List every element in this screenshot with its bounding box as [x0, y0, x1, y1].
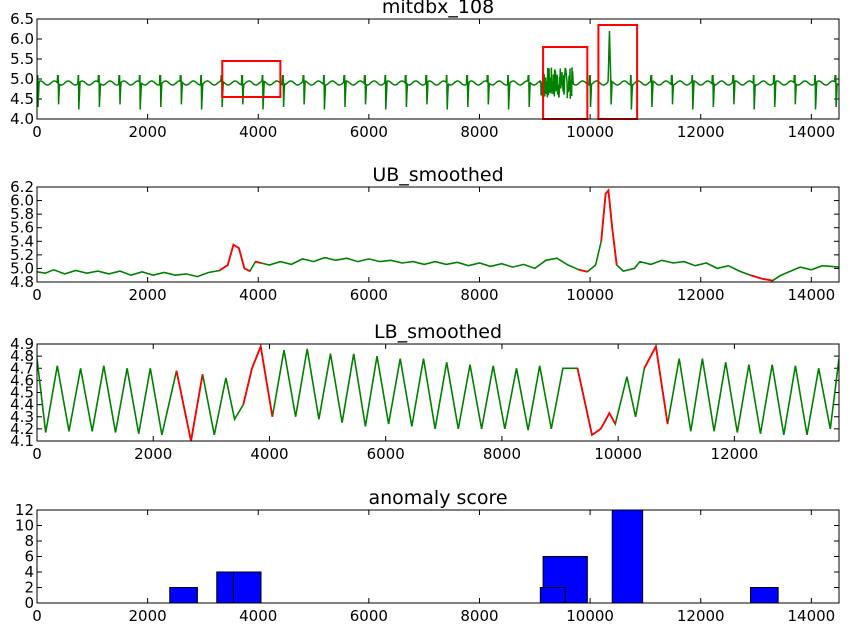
y-tick-label: 4: [24, 563, 34, 581]
chart-title: anomaly score: [368, 487, 507, 509]
x-tick-label: 10000: [594, 445, 642, 463]
plot-area: [37, 30, 839, 110]
x-tick-label: 12000: [677, 123, 725, 141]
x-tick-label: 4000: [239, 123, 277, 141]
anomaly-segment: [242, 344, 274, 417]
chart-title: mitdbx_108: [382, 0, 494, 18]
bar: [611, 510, 644, 603]
y-tick-label: 4.5: [10, 90, 34, 108]
x-tick-label: 12000: [711, 445, 759, 463]
anomaly-segment: [219, 243, 251, 272]
plot-area: [37, 344, 839, 441]
x-tick-label: 4000: [250, 445, 288, 463]
y-tick-label: 4.3: [10, 408, 34, 426]
y-tick-label: 5.6: [10, 219, 34, 237]
x-tick-label: 0: [32, 607, 42, 625]
series-line: [37, 344, 839, 441]
axes-frame: [36, 343, 840, 442]
x-tick-label: 2000: [129, 123, 167, 141]
x-tick-label: 10000: [566, 607, 614, 625]
x-tick-label: 0: [32, 445, 42, 463]
y-tick-label: 5.2: [10, 246, 34, 264]
x-tick-label: 6000: [367, 445, 405, 463]
y-tick-label: 4.5: [10, 384, 34, 402]
bar: [169, 587, 198, 603]
x-tick-label: 8000: [483, 445, 521, 463]
panel-2: LB_smoothed 0 2000 4000 6000 8000 10000 12000 4.…: [10, 321, 840, 463]
y-tick-label: 5.4: [10, 232, 34, 250]
y-tick-label: 6.5: [10, 10, 34, 28]
x-tick-label: 14000: [787, 123, 835, 141]
y-tick-label: 4.8: [10, 273, 34, 291]
x-tick-label: 8000: [460, 123, 498, 141]
y-tick-label: 6.0: [10, 30, 34, 48]
chart-title: UB_smoothed: [372, 164, 503, 186]
y-tick-label: 6.0: [10, 192, 34, 210]
y-tick-label: 4.4: [10, 396, 34, 414]
x-tick-label: 8000: [460, 286, 498, 304]
bar: [539, 587, 566, 603]
x-tick-label: 2000: [134, 445, 172, 463]
panel-3: anomaly score 0 2000 4000 6000 8000 10000 12000…: [15, 487, 840, 625]
y-tick-label: 4.2: [10, 420, 34, 438]
y-tick-label: 5.0: [10, 259, 34, 277]
anomaly-segment: [255, 260, 262, 264]
y-tick-label: 6: [24, 548, 34, 566]
series-line: [37, 188, 839, 282]
y-tick-label: 4.8: [10, 347, 34, 365]
anomaly-box: [221, 60, 282, 98]
y-tick-label: 5.5: [10, 50, 34, 68]
x-tick-label: 4000: [239, 607, 277, 625]
y-tick-label: 2: [24, 579, 34, 597]
anomaly-segment: [600, 188, 618, 266]
y-tick-label: 4.7: [10, 359, 34, 377]
plot-area: [37, 188, 839, 282]
y-tick-label: 5.8: [10, 205, 34, 223]
bar: [232, 571, 262, 603]
chart-title: LB_smoothed: [374, 321, 502, 343]
y-tick-label: 8: [24, 532, 34, 550]
anomaly-segment: [643, 344, 669, 425]
y-tick-label: 12: [15, 501, 34, 519]
y-tick-label: 5.0: [10, 70, 34, 88]
bar: [750, 587, 779, 603]
x-tick-label: 10000: [566, 286, 614, 304]
x-tick-label: 6000: [350, 607, 388, 625]
x-tick-label: 12000: [677, 607, 725, 625]
y-tick-label: 4.9: [10, 335, 34, 353]
panel-1: UB_smoothed 0 2000 4000 6000 8000 10000 12000 14…: [10, 164, 840, 304]
y-tick-label: 4.6: [10, 371, 34, 389]
y-tick-label: 0: [24, 594, 34, 612]
x-tick-label: 6000: [350, 286, 388, 304]
x-tick-label: 2000: [129, 286, 167, 304]
anomaly-segment: [578, 268, 588, 273]
plot-area: [169, 510, 779, 603]
anomaly-segment: [750, 274, 773, 282]
axes-frame: [36, 186, 840, 283]
axes-frame: [36, 18, 840, 120]
y-tick-label: 4.0: [10, 110, 34, 128]
panel-0: mitdbx_108 0 2000 4000 6000 8000 10000 12000 140…: [10, 0, 840, 141]
x-tick-label: 2000: [129, 607, 167, 625]
x-tick-label: 14000: [787, 286, 835, 304]
x-tick-label: 4000: [239, 286, 277, 304]
x-tick-label: 0: [32, 286, 42, 304]
x-tick-label: 0: [32, 123, 42, 141]
anomaly-segment: [576, 368, 617, 437]
anomaly-segment: [175, 370, 204, 441]
x-tick-label: 6000: [350, 123, 388, 141]
y-tick-label: 6.2: [10, 178, 34, 196]
x-tick-label: 12000: [677, 286, 725, 304]
x-tick-label: 8000: [460, 607, 498, 625]
x-tick-label: 10000: [566, 123, 614, 141]
y-tick-label: 10: [15, 517, 34, 535]
x-tick-label: 14000: [787, 607, 835, 625]
y-tick-label: 4.1: [10, 432, 34, 450]
axes-frame: [36, 509, 840, 604]
series-line: [37, 30, 839, 110]
